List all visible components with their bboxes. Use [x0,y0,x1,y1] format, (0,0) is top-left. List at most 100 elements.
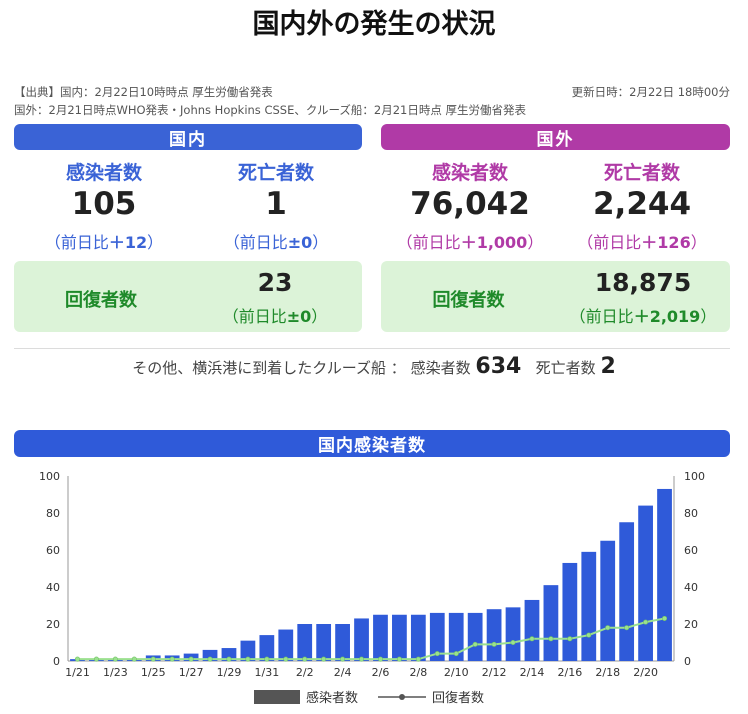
overseas-infected-count: 76,042 [410,186,530,222]
x-tick-label: 2/14 [520,666,545,679]
recovered-point [359,656,365,662]
recovered-point [434,651,440,657]
bar [600,540,616,661]
recovered-point [662,615,668,621]
y-tick-label-left: 80 [46,507,60,520]
overseas-infected-diff: （前日比＋1,000） [396,233,544,252]
domestic-infected-count: 105 [71,186,137,222]
bar [638,505,653,661]
recovered-point [245,656,251,662]
bar [221,648,237,661]
domestic-header: 国内 [14,124,362,150]
x-tick-label: 2/8 [409,666,427,679]
chart-title: 国内感染者数 [14,430,730,457]
bar [657,488,672,661]
domestic-deaths-diff: （前日比±0） [223,233,329,252]
x-tick-label: 2/4 [334,666,352,679]
x-tick-label: 2/20 [633,666,658,679]
section-divider [14,348,730,349]
domestic-infected-diff: （前日比＋12） [44,233,164,252]
recovered-point [453,651,459,657]
recovered-point [396,656,402,662]
recovered-point [567,636,573,642]
x-tick-label: 1/29 [217,666,242,679]
y-tick-label-right: 80 [684,507,698,520]
domestic-recovered-box [14,261,362,332]
legend-line-marker [399,694,405,700]
recovered-point [169,656,175,662]
source-line-2: 国外：2月21日時点WHO発表・Johns Hopkins CSSE、クルーズ船… [14,103,527,117]
cruise-ship-summary: その他、横浜港に到着したクルーズ船 ： 感染者数 634 死亡者数 2 [0,354,748,379]
x-tick-label: 2/10 [444,666,469,679]
x-tick-label: 1/31 [254,666,279,679]
recovered-point [491,641,497,647]
bar [524,599,540,661]
bar [278,629,294,661]
domestic-recovered-count: 23 [257,268,293,297]
page-title: 国内外の発生の状況 [252,9,496,40]
legend-label-recovered: 回復者数 [432,690,484,706]
bar [448,612,464,661]
overseas-deaths-label: 死亡者数 [603,162,680,184]
recovered-point [472,641,478,647]
y-tick-label-right: 100 [684,470,705,483]
x-tick-label: 2/2 [296,666,314,679]
source-line-1: 【出典】国内：2月22日10時時点 厚生労働省発表 [14,85,273,99]
overseas-recovered-diff: （前日比＋2,019） [569,307,717,326]
recovered-point [283,656,289,662]
domestic-recovered-label: 回復者数 [65,290,137,311]
bar [316,624,332,661]
domestic-recovered-diff: （前日比±0） [222,307,328,326]
overseas-recovered-count: 18,875 [594,268,692,297]
y-tick-label-left: 60 [46,544,60,557]
y-tick-label-right: 20 [684,618,698,631]
x-tick-label: 1/23 [103,666,128,679]
recovered-point [586,632,592,638]
cruise-deaths-label: 死亡者数 [535,359,596,377]
recovered-point [340,656,346,662]
x-tick-label: 1/21 [65,666,90,679]
recovered-point [643,619,649,625]
bar [581,551,597,661]
bar [467,612,483,661]
recovered-point [188,656,194,662]
bar [505,607,521,661]
bar [410,614,426,661]
bar [202,649,218,661]
overseas-deaths-diff: （前日比＋126） [577,233,707,252]
x-tick-label: 2/6 [372,666,390,679]
bar [335,624,350,661]
y-tick-label-right: 0 [684,655,691,668]
domestic-cases-chart: 0 0 20 20 40 40 60 60 80 80 100 100 1/21 1/23 1/25 1/27… [39,470,705,706]
bar [619,522,635,661]
recovered-point [226,656,232,662]
y-tick-label-right: 40 [684,581,698,594]
bar [392,614,407,661]
cruise-deaths-count: 2 [600,354,616,379]
recovered-point [150,656,156,662]
recovered-point [510,640,516,646]
y-tick-label-left: 100 [39,470,60,483]
bar [562,562,578,661]
recovered-point [264,656,270,662]
recovered-point [377,656,383,662]
overseas-deaths-count: 2,244 [592,186,692,222]
bar [373,614,388,661]
y-tick-label-left: 0 [53,655,60,668]
x-tick-label: 2/12 [482,666,507,679]
recovered-line [77,617,665,661]
recovered-point [112,656,118,662]
recovered-point [415,656,421,662]
y-tick-label-left: 20 [46,618,60,631]
domestic-deaths-label: 死亡者数 [237,162,314,184]
recovered-point [529,636,535,642]
bar [429,612,445,661]
domestic-infected-label: 感染者数 [65,162,142,184]
x-tick-label: 1/27 [179,666,204,679]
cruise-infected-label: 感染者数 [410,359,471,377]
bar [240,640,256,661]
overseas-recovered-label: 回復者数 [432,290,505,311]
cruise-infected-count: 634 [475,354,522,379]
recovered-point [131,656,137,662]
recovered-point [605,625,611,631]
